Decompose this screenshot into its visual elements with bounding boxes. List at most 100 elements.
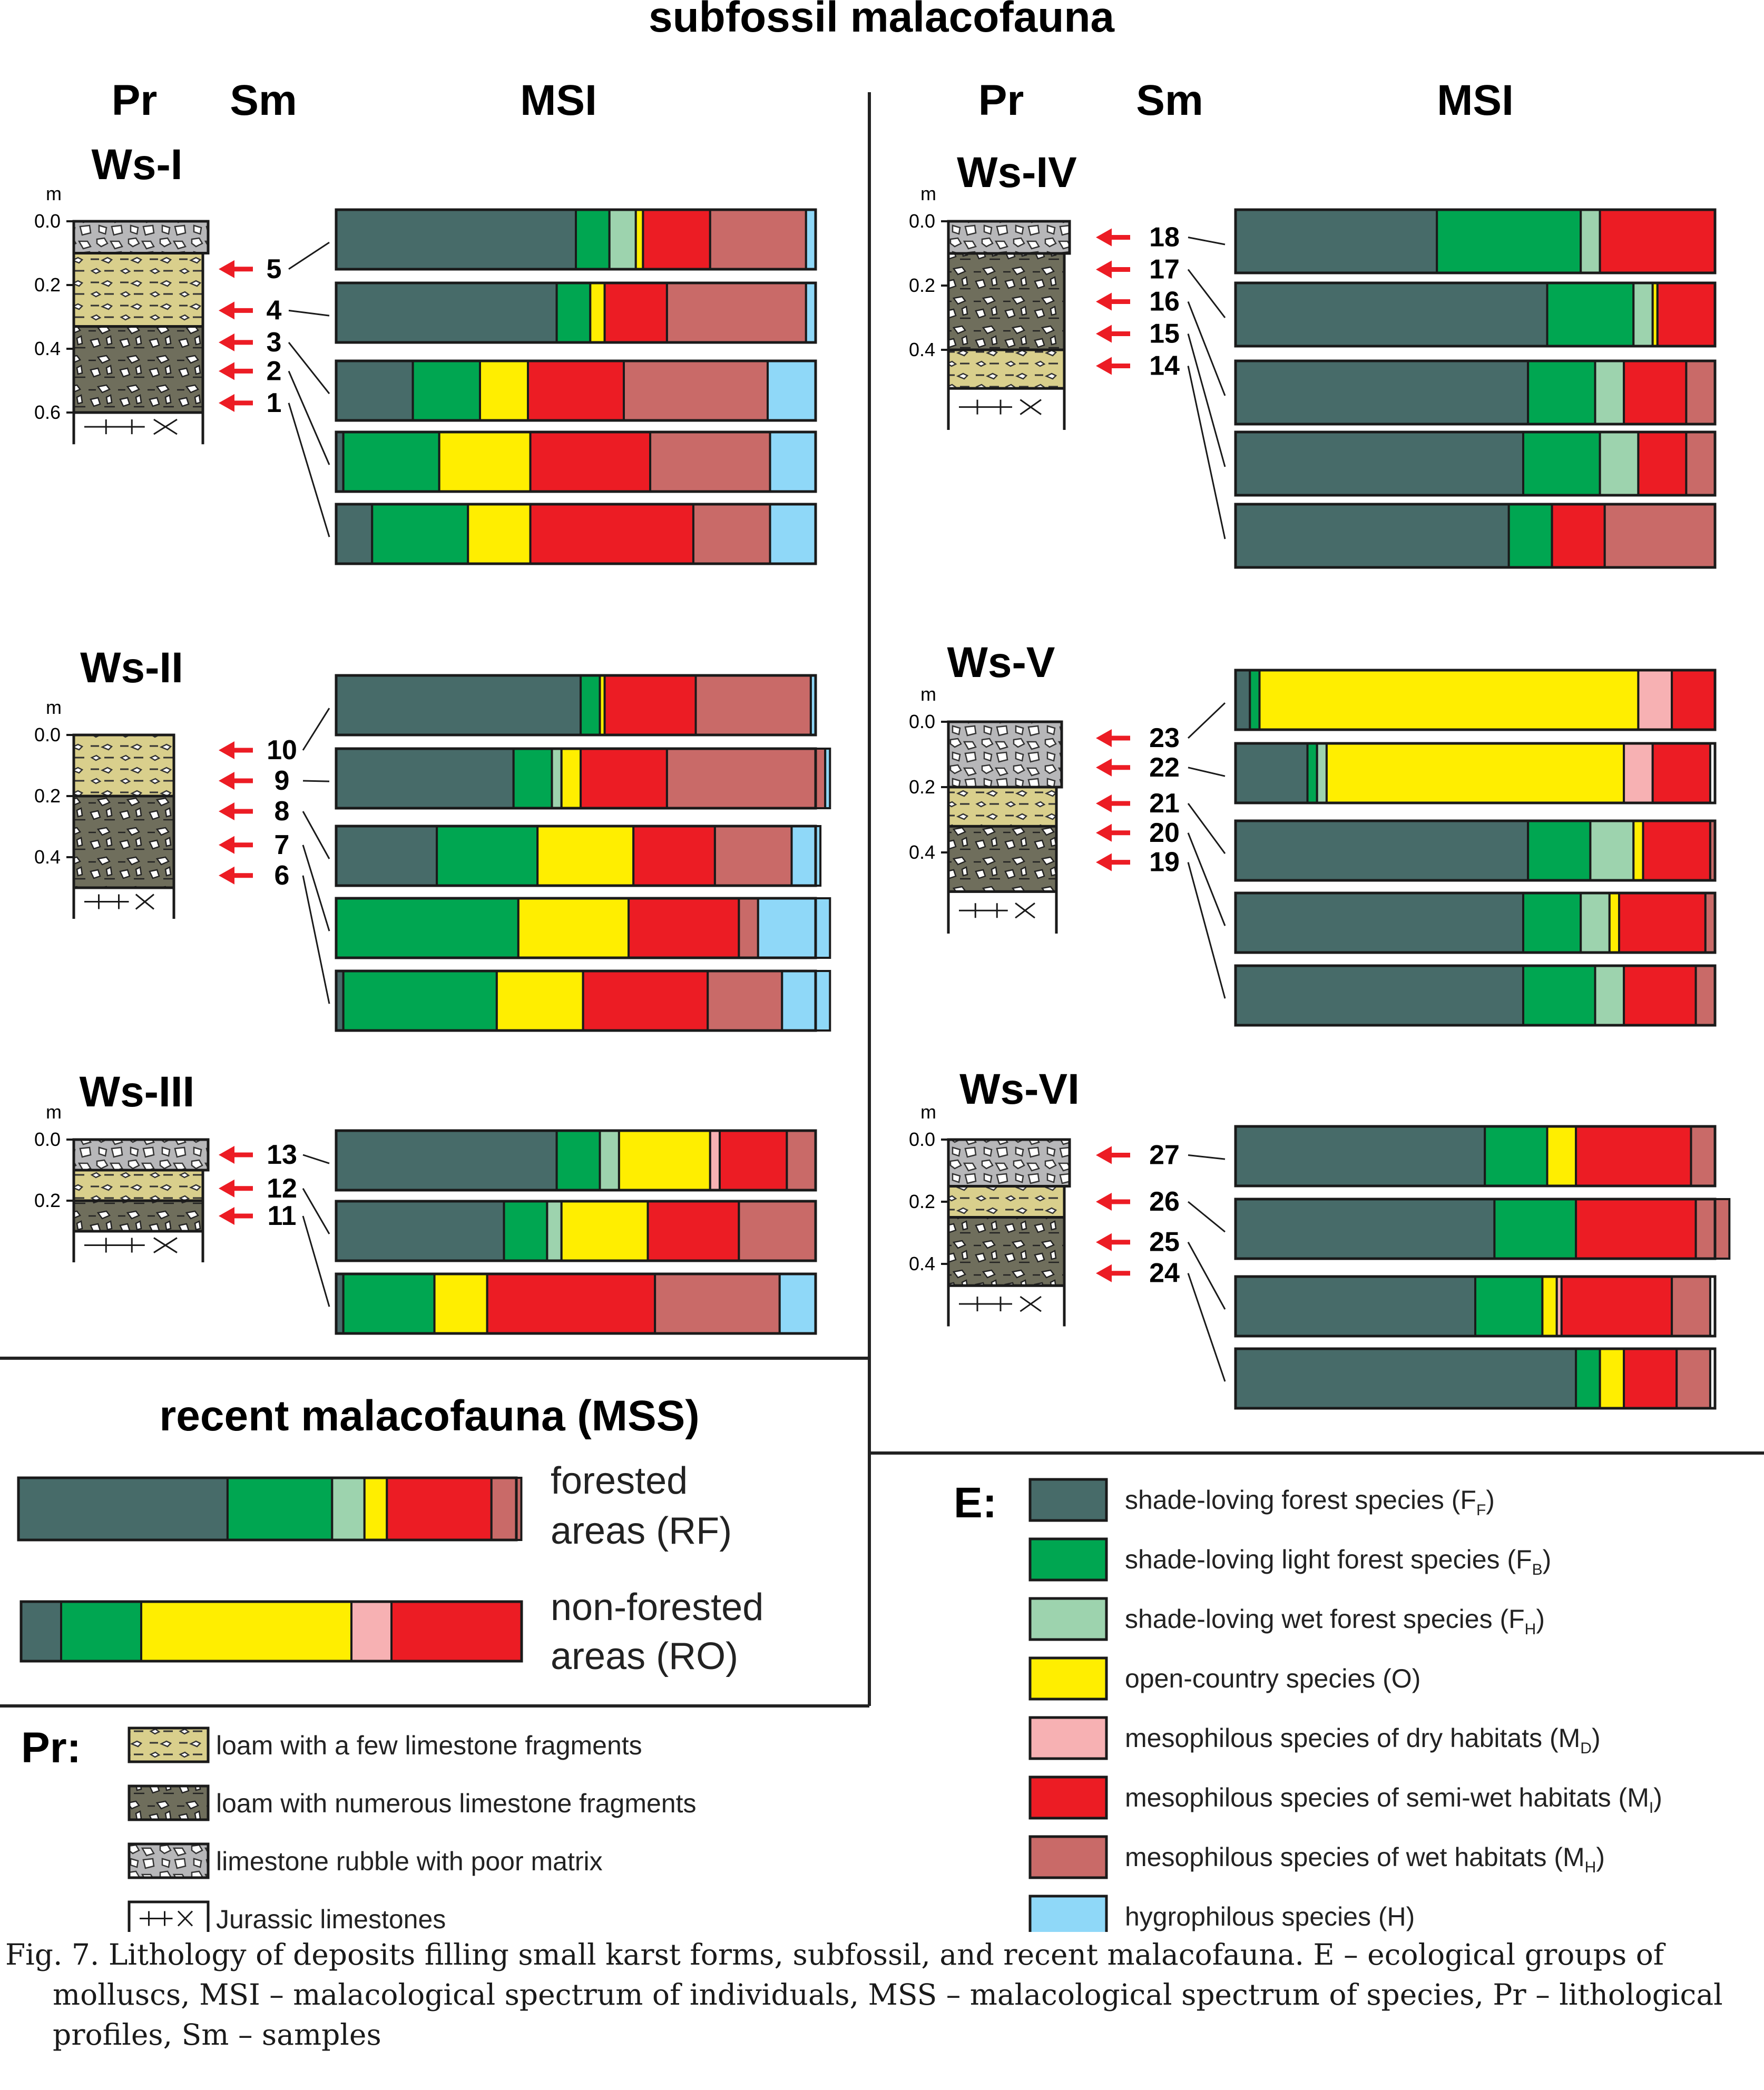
sample-arrow-head bbox=[1096, 794, 1112, 812]
depth-tick-label: 0.2 bbox=[34, 1190, 61, 1211]
sample-arrow-head bbox=[219, 1146, 234, 1164]
sample-connector bbox=[1187, 301, 1226, 396]
sample-arrow-head bbox=[219, 772, 234, 790]
depth-unit: m bbox=[46, 1101, 62, 1123]
sample-connector bbox=[302, 875, 330, 1004]
sample-connector bbox=[302, 845, 330, 931]
sample-number: 8 bbox=[275, 796, 290, 827]
msi-bar-10-seg-MH bbox=[694, 674, 812, 736]
msi-bar-23-seg-MD bbox=[1637, 669, 1673, 731]
sample-connector bbox=[1187, 803, 1226, 855]
legend-label-O: open-country species (O) bbox=[1125, 1664, 1420, 1693]
msi-bar-17-seg-FF bbox=[1234, 282, 1549, 347]
layer-loam_many bbox=[72, 325, 204, 414]
depth-tick-label: 0.0 bbox=[909, 711, 935, 732]
msi-bar-5-seg-FF bbox=[335, 209, 577, 270]
sample-connector bbox=[1187, 1273, 1226, 1382]
legend-swatch-O bbox=[1028, 1656, 1108, 1701]
msi-bar-13-seg-MD bbox=[709, 1130, 721, 1191]
msi-bar-16-seg-FB bbox=[1527, 360, 1596, 425]
layer-jurassic-symbol bbox=[959, 1296, 1042, 1312]
msi-bar-21-seg-O bbox=[1632, 820, 1644, 881]
sample-connector bbox=[1188, 1154, 1226, 1160]
msi-bar-20-seg-MI bbox=[1618, 892, 1707, 954]
legend-label-FF: shade-loving forest species (FF) bbox=[1125, 1485, 1495, 1519]
msi-bar-12-seg-FH bbox=[546, 1200, 563, 1262]
layer-jurassic-symbol bbox=[84, 1237, 178, 1253]
profile-title: Ws-IV bbox=[957, 149, 1077, 197]
header-sm-left: Sm bbox=[230, 76, 297, 124]
msi-bar-3-seg-O bbox=[479, 360, 529, 421]
sample-arrow-head bbox=[1096, 228, 1112, 247]
layer-loam_few bbox=[72, 733, 175, 798]
msi-bar-12-seg-FF bbox=[335, 1200, 505, 1262]
sample-number: 19 bbox=[1149, 847, 1180, 878]
legend-label-FB: shade-loving light forest species (FB) bbox=[1125, 1545, 1551, 1578]
sample-connector bbox=[288, 403, 330, 537]
msi-bar-2-seg-MI bbox=[529, 431, 652, 493]
sample-arrow-head bbox=[1096, 1193, 1112, 1211]
msi-bar-11-outline bbox=[335, 1272, 817, 1335]
msi-bar-16-seg-FF bbox=[1234, 360, 1530, 425]
msi-bar-6-seg-H bbox=[781, 970, 831, 1032]
pr-legend-title: Pr: bbox=[21, 1724, 81, 1772]
msi-bar-14-seg-MI bbox=[1551, 503, 1606, 568]
layer-loam_many bbox=[72, 794, 175, 889]
legend-swatch-H bbox=[1028, 1895, 1108, 1932]
msi-bar-22-seg-FF bbox=[1234, 742, 1309, 804]
msi-bar-25-seg-O bbox=[1541, 1275, 1558, 1337]
sample-connector bbox=[302, 811, 330, 859]
legend-swatch-FB bbox=[1028, 1537, 1108, 1582]
msi-bar-20-seg-FH bbox=[1580, 892, 1611, 954]
msi-bar-24-seg-MH bbox=[1675, 1348, 1711, 1409]
sample-arrow-head bbox=[219, 741, 234, 759]
e-legend: shade-loving forest species (FF) shade-lo… bbox=[1028, 1478, 1662, 1932]
sample-connector bbox=[288, 241, 330, 270]
profile-title: Ws-II bbox=[80, 644, 183, 692]
msi-bar-22-seg-FB bbox=[1306, 742, 1318, 804]
msi-bar-15-seg-FH bbox=[1599, 431, 1640, 496]
sample-arrow-head bbox=[219, 802, 234, 820]
layer-loam_many bbox=[947, 825, 1058, 893]
msi-bar-3-seg-H bbox=[767, 360, 817, 421]
depth-tick-label: 0.4 bbox=[34, 338, 61, 359]
depth-tick-label: 0.0 bbox=[909, 1129, 935, 1150]
msi-bar-4-seg-O bbox=[589, 282, 606, 344]
depth-unit: m bbox=[920, 1101, 936, 1123]
recent-bar-rf-seg-MI bbox=[386, 1477, 493, 1541]
msi-bar-26-seg-FF bbox=[1234, 1198, 1496, 1260]
sample-connector bbox=[302, 1215, 330, 1307]
msi-bar-22-seg-FH bbox=[1316, 742, 1328, 804]
msi-bar-24-seg-FF bbox=[1234, 1348, 1577, 1409]
sample-number: 16 bbox=[1149, 287, 1180, 317]
sample-arrow-head bbox=[1096, 758, 1112, 777]
legend-swatch-FH bbox=[1028, 1597, 1108, 1641]
sample-number: 21 bbox=[1149, 788, 1180, 819]
msi-bar-1-seg-FF bbox=[335, 503, 374, 565]
msi-bar-21-seg-MI bbox=[1642, 820, 1711, 881]
sample-connector bbox=[1187, 702, 1226, 739]
layer-jurassic-symbol bbox=[959, 399, 1042, 415]
msi-bar-17-seg-FB bbox=[1546, 282, 1635, 347]
msi-bar-4-outline bbox=[335, 281, 817, 344]
depth-unit: m bbox=[46, 696, 62, 718]
figure-caption: Fig. 7. Lithology of deposits filling sm… bbox=[5, 1938, 1723, 2052]
recent-bar-rf-seg-O bbox=[363, 1477, 388, 1541]
sample-arrow-head bbox=[1096, 823, 1112, 842]
pr-legend: loam with a few limestone fragments loam … bbox=[128, 1726, 697, 1932]
depth-unit: m bbox=[46, 183, 62, 204]
legend-label-MI: mesophilous species of semi-wet habitats… bbox=[1125, 1783, 1662, 1817]
msi-bar-14-outline bbox=[1234, 503, 1717, 569]
msi-bar-13-outline bbox=[335, 1129, 817, 1192]
sample-arrow-head bbox=[219, 394, 234, 412]
legend-swatch-MH bbox=[1028, 1835, 1108, 1879]
msi-bar-16-seg-FH bbox=[1594, 360, 1625, 425]
msi-bar-20-seg-FF bbox=[1234, 892, 1524, 954]
sample-connector bbox=[302, 708, 330, 751]
sample-arrow-head bbox=[219, 1207, 234, 1225]
legend-label-H: hygrophilous species (H) bbox=[1125, 1902, 1415, 1931]
depth-tick-label: 0.0 bbox=[909, 210, 935, 232]
msi-bar-25-seg-MI bbox=[1560, 1275, 1673, 1337]
profile-title: Ws-I bbox=[91, 141, 182, 189]
